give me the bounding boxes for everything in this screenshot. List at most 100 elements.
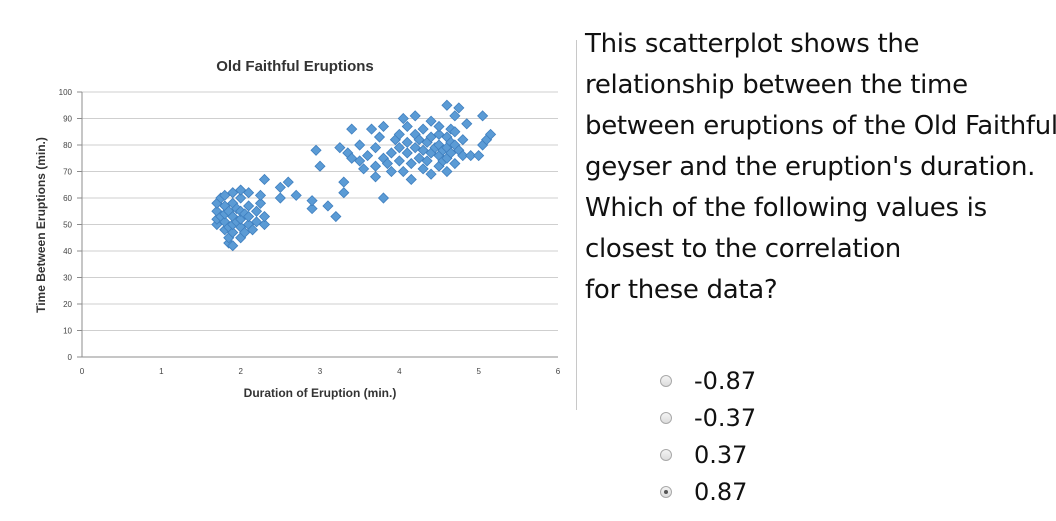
answer-option[interactable]: 0.87 (660, 473, 756, 510)
data-point (381, 157, 393, 170)
question-line: This scatterplot shows the (585, 29, 920, 59)
data-point (346, 152, 358, 164)
data-point (306, 195, 318, 207)
data-point (243, 210, 255, 223)
answer-option-label: 0.37 (694, 440, 748, 469)
data-point (405, 173, 417, 186)
data-point (306, 203, 318, 215)
answer-option[interactable]: 0.37 (660, 436, 756, 473)
radio-button-selected[interactable] (660, 485, 672, 498)
data-point (227, 240, 239, 252)
data-point (369, 171, 382, 183)
data-point (254, 189, 267, 201)
data-point (330, 210, 342, 223)
data-point (397, 112, 409, 125)
data-point (369, 160, 382, 172)
data-point (338, 187, 350, 199)
data-point (377, 120, 390, 133)
y-tick-label: 50 (63, 221, 72, 230)
question-line: closest to the correlation (585, 234, 901, 264)
data-point (465, 150, 477, 162)
data-point (453, 102, 465, 114)
question-line: between eruptions of the Old Faithful (585, 111, 1056, 141)
data-point (250, 205, 263, 217)
radio-button[interactable] (660, 411, 672, 424)
data-point (373, 131, 386, 143)
data-point (322, 200, 334, 212)
data-point (473, 150, 485, 162)
data-point (457, 150, 469, 162)
answer-option[interactable]: -0.87 (660, 362, 756, 399)
data-point (413, 134, 425, 146)
data-point (254, 197, 267, 209)
data-point (334, 142, 346, 154)
data-points (211, 99, 497, 252)
data-point (425, 115, 437, 127)
data-point (282, 176, 294, 188)
scatter-chart: Old Faithful Eruptions 01020304050607080… (34, 58, 561, 400)
data-point (433, 120, 445, 133)
data-point (393, 155, 405, 167)
x-tick-label: 5 (476, 367, 481, 376)
y-axis-label: Time Between Eruptions (min.) (34, 137, 48, 313)
y-tick-label: 90 (63, 115, 72, 124)
data-point (445, 147, 457, 159)
data-point (250, 216, 263, 228)
data-point (377, 192, 390, 204)
data-point (449, 110, 461, 122)
y-tick-labels: 0 10 20 30 40 50 60 70 80 90 100 (59, 88, 73, 362)
data-point (239, 226, 251, 239)
y-tick-label: 0 (68, 353, 73, 362)
data-point (366, 123, 378, 135)
data-point (461, 118, 473, 130)
data-point (314, 160, 326, 172)
x-tick-label: 1 (159, 367, 164, 376)
answer-option-label: 0.87 (694, 477, 748, 506)
data-point (219, 189, 231, 201)
data-point (338, 176, 350, 188)
y-tick-label: 30 (63, 274, 72, 283)
data-point (369, 142, 382, 154)
data-point (441, 165, 453, 178)
answer-options: -0.87 -0.37 0.37 0.87 (660, 362, 756, 510)
question-text: This scatterplot shows the relationship b… (585, 24, 1056, 311)
data-point (385, 147, 397, 159)
x-axis-label: Duration of Eruption (min.) (244, 386, 397, 400)
x-tick-labels: 0 1 2 3 4 5 6 (80, 367, 561, 376)
data-point (354, 155, 366, 167)
question-line: for these data? (585, 275, 778, 305)
data-point (235, 184, 247, 196)
question-line: relationship between the time (585, 70, 968, 100)
data-point (362, 150, 374, 162)
data-point (247, 224, 259, 236)
data-point (401, 147, 413, 159)
data-point (397, 165, 409, 178)
radio-button[interactable] (660, 374, 672, 387)
grid-lines (77, 91, 558, 358)
answer-option[interactable]: -0.37 (660, 399, 756, 436)
data-point (413, 152, 425, 164)
data-point (401, 136, 413, 148)
y-tick-label: 100 (59, 88, 73, 97)
data-point (385, 165, 397, 178)
y-tick-label: 20 (63, 300, 72, 309)
x-tick-label: 4 (397, 367, 402, 376)
data-point (393, 142, 405, 154)
data-point (441, 99, 453, 111)
data-point (227, 226, 239, 239)
data-point (433, 128, 445, 140)
radio-button[interactable] (660, 448, 672, 461)
y-tick-label: 70 (63, 168, 72, 177)
chart-title: Old Faithful Eruptions (216, 58, 374, 75)
x-tick-label: 3 (318, 367, 323, 376)
data-point (401, 120, 413, 133)
data-point (477, 110, 489, 122)
data-point (243, 200, 255, 212)
data-point (409, 110, 421, 122)
data-point (243, 187, 255, 199)
data-point (425, 131, 437, 143)
answer-option-label: -0.37 (694, 403, 757, 432)
data-point (227, 187, 239, 199)
data-point (393, 128, 405, 140)
x-tick-label: 6 (556, 367, 561, 376)
